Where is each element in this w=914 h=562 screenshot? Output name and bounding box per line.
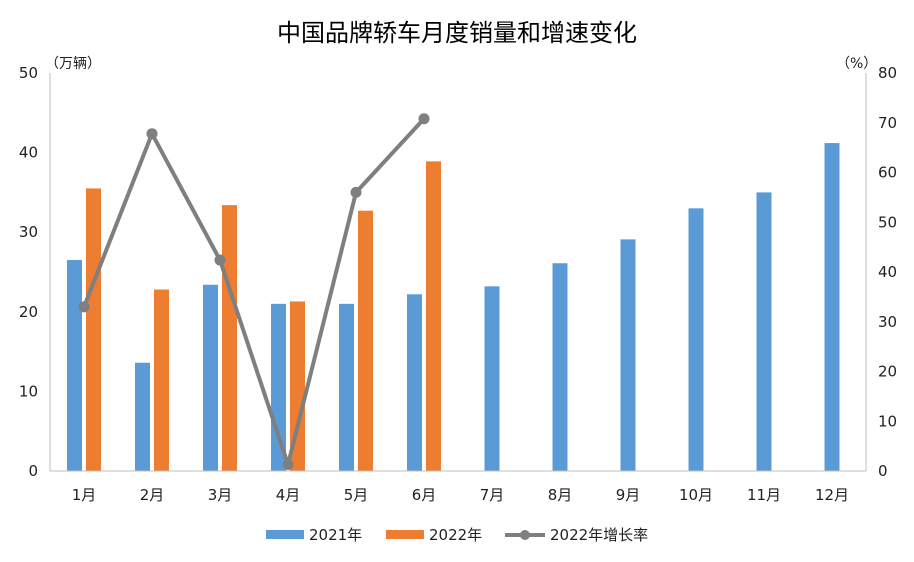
x-tick-label: 5月: [344, 486, 369, 504]
bar-2021: [484, 286, 500, 471]
right-tick-label: 10: [878, 412, 897, 430]
bar-2021: [203, 284, 218, 471]
x-tick-label: 3月: [208, 486, 233, 504]
x-tick-label: 10月: [679, 486, 713, 504]
growth-point: [282, 459, 294, 471]
left-tick-label: 0: [28, 462, 38, 480]
x-tick-label: 1月: [72, 486, 97, 504]
bar-2021: [67, 260, 82, 471]
left-axis-ticks: 0 10 20 30 40 50: [19, 64, 38, 480]
x-axis-ticks: 1月 2月 3月 4月 5月 6月 7月 8月 9月 10月 11月 12月: [72, 486, 849, 504]
chart-title: 中国品牌轿车月度销量和增速变化: [277, 19, 637, 47]
x-tick-label: 12月: [815, 486, 849, 504]
legend-swatch-2022: [386, 530, 424, 539]
right-tick-label: 60: [878, 164, 897, 182]
bar-2022: [358, 210, 373, 471]
bar-2022: [222, 205, 237, 472]
axes: [49, 73, 867, 472]
bar-2022: [154, 289, 169, 471]
legend-label-growth: 2022年增长率: [550, 526, 648, 544]
right-tick-label: 40: [878, 263, 897, 281]
bar-2022: [86, 188, 101, 472]
legend-swatch-growth-marker: [520, 530, 530, 540]
growth-point: [78, 301, 90, 313]
growth-point: [418, 113, 430, 125]
x-tick-label: 11月: [747, 486, 781, 504]
growth-line: [78, 113, 430, 471]
bar-2021: [824, 143, 840, 471]
x-tick-label: 4月: [276, 486, 301, 504]
right-tick-label: 30: [878, 313, 897, 331]
legend-label-2021: 2021年: [309, 526, 362, 544]
right-tick-label: 20: [878, 363, 897, 381]
bar-2021: [339, 303, 354, 471]
bar-2021: [135, 362, 150, 471]
right-tick-label: 70: [878, 114, 897, 132]
bar-2022: [426, 161, 441, 471]
bar-2021: [620, 239, 636, 471]
x-tick-label: 2月: [140, 486, 165, 504]
x-tick-label: 8月: [548, 486, 573, 504]
left-axis-unit: （万辆）: [45, 56, 101, 72]
bar-2021: [688, 208, 704, 471]
left-tick-label: 30: [19, 223, 38, 241]
right-axis-unit: （%）: [836, 56, 877, 72]
bar-2021: [552, 263, 568, 471]
legend-swatch-2021: [266, 530, 304, 539]
bar-2021: [756, 192, 772, 471]
x-tick-label: 7月: [480, 486, 505, 504]
bar-2021: [407, 294, 422, 471]
growth-point: [350, 186, 362, 198]
right-tick-label: 0: [878, 462, 888, 480]
right-axis-ticks: 0 10 20 30 40 50 60 70 80: [878, 64, 897, 480]
left-tick-label: 50: [19, 64, 38, 82]
legend-label-2022: 2022年: [429, 526, 482, 544]
growth-point: [146, 128, 158, 140]
growth-point: [214, 254, 226, 266]
x-tick-label: 6月: [412, 486, 437, 504]
growth-line-path: [82, 117, 426, 467]
left-tick-label: 40: [19, 144, 38, 162]
left-tick-label: 10: [19, 382, 38, 400]
x-tick-label: 9月: [616, 486, 641, 504]
legend: 2021年 2022年 2022年增长率: [266, 526, 648, 544]
left-tick-label: 20: [19, 303, 38, 321]
right-tick-label: 80: [878, 64, 897, 82]
bar-2022: [290, 301, 305, 471]
right-tick-label: 50: [878, 213, 897, 231]
